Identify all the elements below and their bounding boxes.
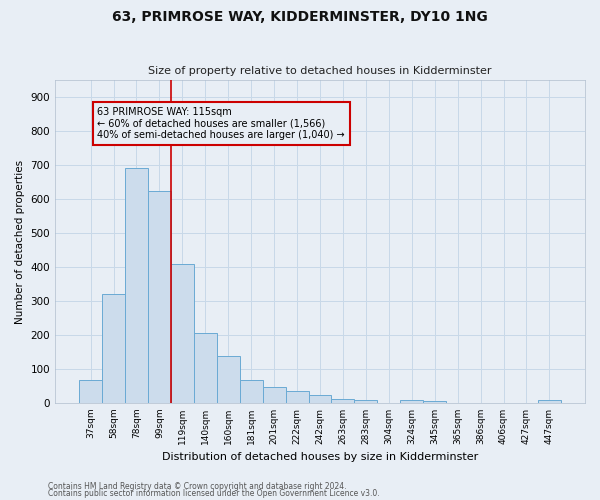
Title: Size of property relative to detached houses in Kidderminster: Size of property relative to detached ho… (148, 66, 492, 76)
Bar (102, 294, 125, 403)
Y-axis label: Number of detached properties: Number of detached properties (15, 160, 25, 324)
Bar (125, 168, 148, 403)
Bar (79, 380, 102, 403)
Bar (355, 400, 377, 403)
Bar (423, 401, 446, 403)
Bar (331, 398, 355, 403)
Bar (148, 190, 171, 403)
Text: 63 PRIMROSE WAY: 115sqm
← 60% of detached houses are smaller (1,566)
40% of semi: 63 PRIMROSE WAY: 115sqm ← 60% of detache… (97, 107, 345, 140)
Bar (171, 264, 194, 403)
Text: Contains public sector information licensed under the Open Government Licence v3: Contains public sector information licen… (48, 489, 380, 498)
Bar (240, 380, 263, 403)
Bar (286, 391, 308, 403)
X-axis label: Distribution of detached houses by size in Kidderminster: Distribution of detached houses by size … (162, 452, 478, 462)
Bar (400, 400, 423, 403)
Text: Contains HM Land Registry data © Crown copyright and database right 2024.: Contains HM Land Registry data © Crown c… (48, 482, 347, 491)
Bar (308, 396, 331, 403)
Bar (194, 334, 217, 403)
Bar (538, 400, 561, 403)
Text: 63, PRIMROSE WAY, KIDDERMINSTER, DY10 1NG: 63, PRIMROSE WAY, KIDDERMINSTER, DY10 1N… (112, 10, 488, 24)
Bar (263, 387, 286, 403)
Bar (217, 356, 240, 403)
